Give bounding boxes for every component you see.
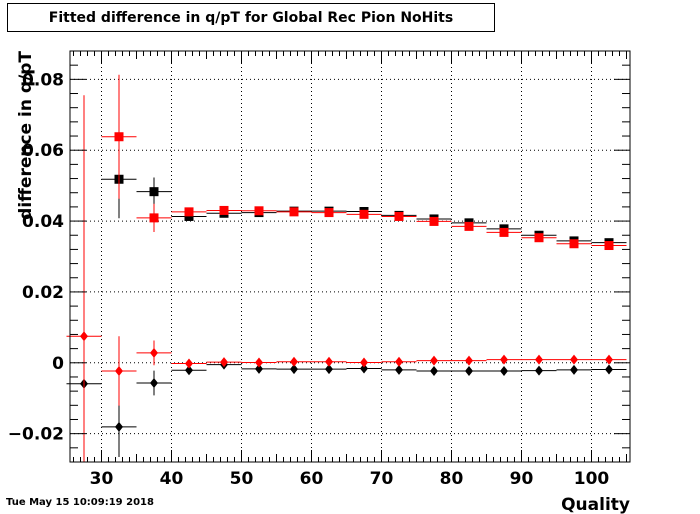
diamond-marker — [115, 365, 123, 376]
grid-lines — [70, 51, 630, 462]
diamond-marker — [150, 377, 158, 388]
square-marker — [394, 211, 404, 221]
diamond-marker — [360, 357, 368, 368]
diamond-marker — [150, 347, 158, 358]
y-tick-label: 0.08 — [22, 70, 64, 90]
x-tick-label: 40 — [160, 469, 184, 489]
y-axis-label: difference in q/pT — [16, 51, 36, 220]
data-marks — [66, 74, 627, 462]
diamond-marker — [255, 363, 263, 374]
square-marker — [464, 221, 474, 231]
square-marker — [429, 216, 439, 226]
square-marker — [289, 207, 299, 217]
diamond-marker — [395, 356, 403, 367]
diamond-marker — [535, 354, 543, 365]
x-tick-label: 90 — [510, 469, 534, 489]
x-tick-label: 80 — [440, 469, 464, 489]
diamond-marker — [605, 364, 613, 375]
diamond-marker — [185, 358, 193, 369]
square-marker — [569, 239, 579, 249]
square-marker — [114, 132, 124, 142]
diamond-marker — [605, 354, 613, 365]
diamond-marker — [430, 355, 438, 366]
square-marker — [359, 209, 369, 219]
y-tick-label: 0 — [52, 354, 64, 374]
title-box: Fitted difference in q/pT for Global Rec… — [7, 3, 495, 32]
x-tick-label: 100 — [574, 469, 610, 489]
square-marker — [604, 241, 614, 251]
diamond-marker — [115, 421, 123, 432]
y-tick-label: −0.02 — [8, 425, 64, 445]
series-3 — [66, 291, 627, 462]
diamond-marker — [395, 364, 403, 375]
x-tick-label: 50 — [230, 469, 254, 489]
chart-title: Fitted difference in q/pT for Global Rec… — [48, 9, 454, 26]
y-tick-label: 0.02 — [22, 283, 64, 303]
square-marker — [219, 205, 229, 215]
square-marker — [184, 207, 194, 217]
square-marker — [499, 227, 509, 237]
diamond-marker — [80, 331, 88, 342]
y-tick-label: 0.04 — [22, 212, 64, 232]
square-marker — [534, 233, 544, 243]
diamond-marker — [535, 365, 543, 376]
diamond-marker — [465, 355, 473, 366]
diamond-marker — [465, 365, 473, 376]
x-tick-label: 60 — [300, 469, 324, 489]
y-tick-label: 0.06 — [22, 141, 64, 161]
diamond-marker — [290, 364, 298, 375]
diamond-marker — [255, 357, 263, 368]
diamond-marker — [360, 363, 368, 374]
x-axis-label: Quality — [561, 495, 630, 514]
diamond-marker — [325, 356, 333, 367]
diamond-marker — [570, 354, 578, 365]
square-marker — [254, 206, 264, 216]
diamond-marker — [500, 354, 508, 365]
square-marker — [149, 213, 159, 223]
diamond-marker — [500, 365, 508, 376]
diamond-marker — [430, 365, 438, 376]
square-marker — [324, 208, 334, 218]
tick-labels: 30 40 50 60 70 80 90 100 −0.02 0 0.02 0.04 0.06 0.08 — [8, 70, 610, 489]
axis-ticks — [70, 50, 630, 463]
timestamp: Tue May 15 10:09:19 2018 — [6, 497, 154, 508]
plot-frame — [69, 50, 631, 463]
series-4 — [66, 95, 627, 462]
diamond-marker — [220, 357, 228, 368]
diamond-marker — [290, 356, 298, 367]
square-marker — [184, 211, 194, 221]
diamond-marker — [325, 364, 333, 375]
square-marker — [149, 187, 159, 197]
diamond-marker — [185, 365, 193, 376]
diamond-marker — [570, 364, 578, 375]
x-tick-label: 30 — [90, 469, 114, 489]
series-1 — [101, 140, 627, 248]
x-tick-label: 70 — [370, 469, 394, 489]
series-2 — [101, 74, 627, 251]
